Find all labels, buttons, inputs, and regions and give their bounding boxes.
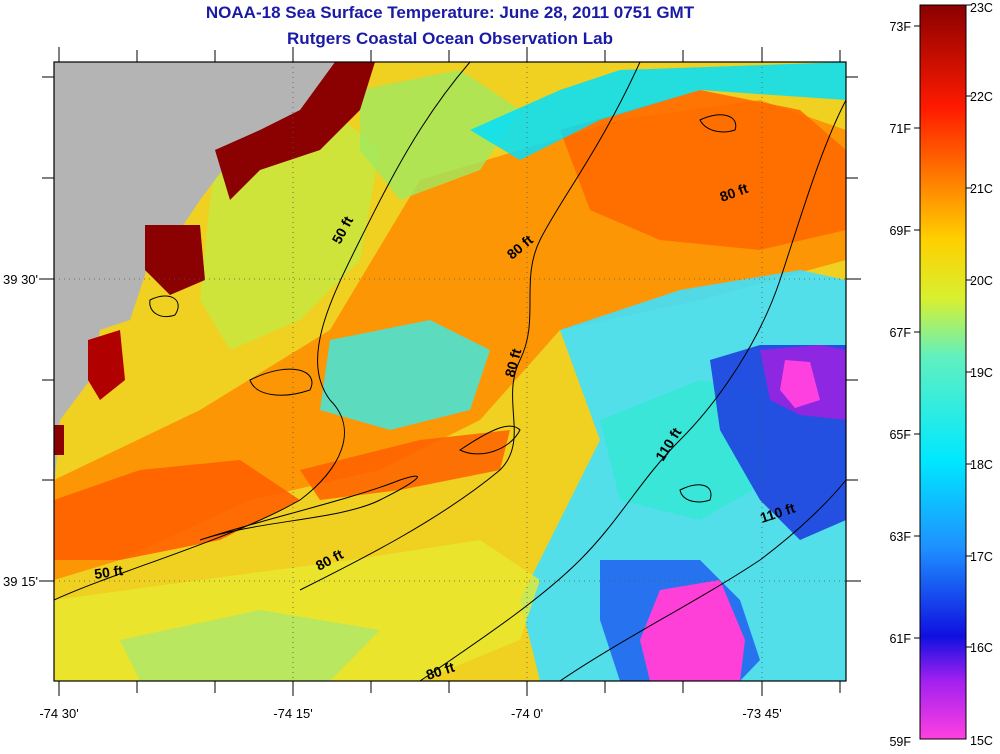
colorbar-c-label: 17C <box>970 550 993 564</box>
colorbar-c-label: 20C <box>970 274 993 288</box>
colorbar-c-label: 21C <box>970 182 993 196</box>
colorbar-f-label: 61F <box>889 632 911 646</box>
colorbar-f-label: 67F <box>889 326 911 340</box>
x-tick-label: -74 0' <box>511 706 543 721</box>
x-tick-label: -74 15' <box>273 706 312 721</box>
colorbar-c-label: 16C <box>970 641 993 655</box>
map-subtitle: Rutgers Coastal Ocean Observation Lab <box>287 29 613 48</box>
colorbar: 73F 71F 69F 67F 65F 63F 61F 59F 23C 22C … <box>889 1 992 749</box>
colorbar-f-label: 69F <box>889 224 911 238</box>
colorbar-c-label: 22C <box>970 90 993 104</box>
colorbar-f-label: 71F <box>889 122 911 136</box>
colorbar-c-label: 19C <box>970 366 993 380</box>
colorbar-f-label: 63F <box>889 530 911 544</box>
depth-label: 80 ft <box>501 347 524 379</box>
depth-label: 50 ft <box>93 562 124 582</box>
axis-ticks <box>39 47 861 696</box>
x-tick-label: -73 45' <box>742 706 781 721</box>
colorbar-f-label: 65F <box>889 428 911 442</box>
colorbar-f-label: 73F <box>889 20 911 34</box>
colorbar-f-label: 59F <box>889 735 911 749</box>
x-tick-label: -74 30' <box>39 706 78 721</box>
map-title: NOAA-18 Sea Surface Temperature: June 28… <box>205 3 695 22</box>
colorbar-c-label: 15C <box>970 734 993 748</box>
colorbar-gradient <box>919 4 967 740</box>
y-tick-label: 39 15' <box>3 574 38 589</box>
y-tick-label: 39 30' <box>3 272 38 287</box>
sst-field <box>54 62 846 681</box>
colorbar-c-label: 23C <box>970 1 993 15</box>
colorbar-c-label: 18C <box>970 458 993 472</box>
